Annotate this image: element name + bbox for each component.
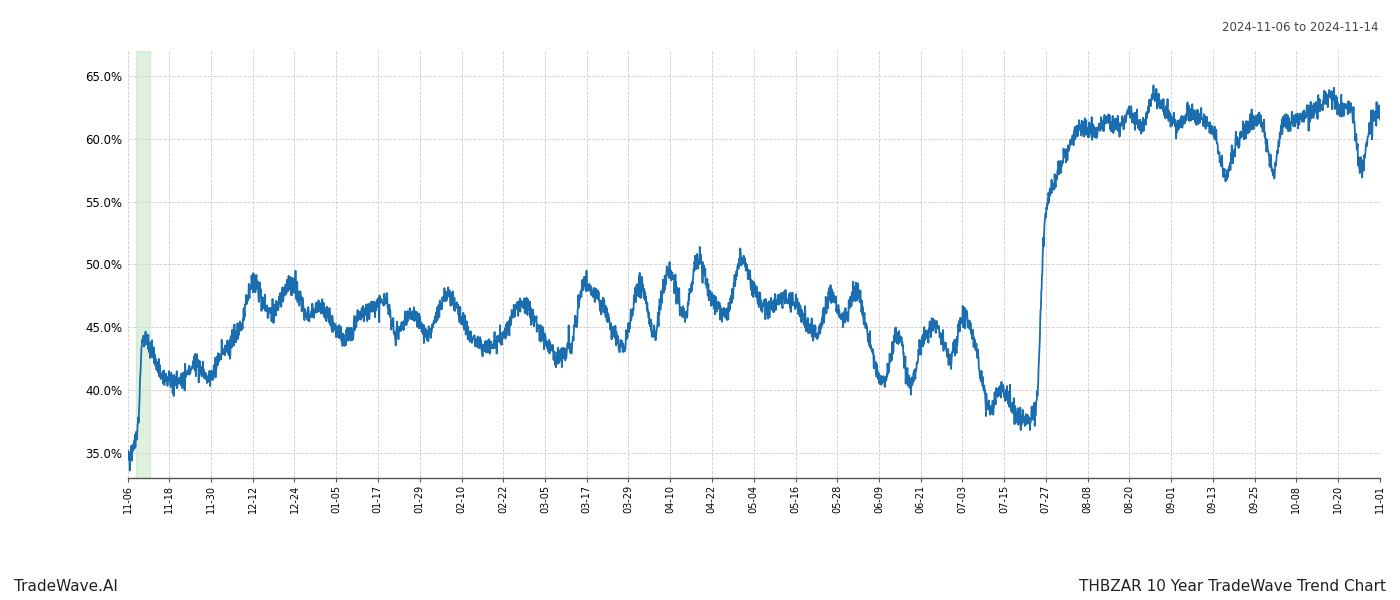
Bar (136, 51, 150, 478)
Text: TradeWave.AI: TradeWave.AI (14, 579, 118, 594)
Text: 2024-11-06 to 2024-11-14: 2024-11-06 to 2024-11-14 (1222, 21, 1379, 34)
Text: THBZAR 10 Year TradeWave Trend Chart: THBZAR 10 Year TradeWave Trend Chart (1079, 579, 1386, 594)
